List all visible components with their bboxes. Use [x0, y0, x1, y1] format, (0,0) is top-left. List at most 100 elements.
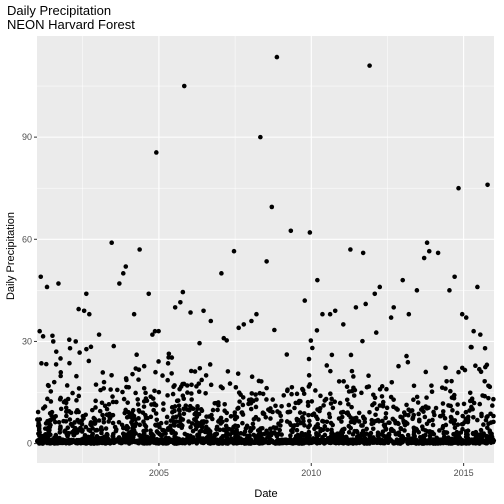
data-point: [278, 413, 284, 419]
data-point: [273, 441, 279, 446]
data-point: [456, 437, 462, 442]
data-point: [244, 423, 250, 429]
data-point: [301, 411, 307, 416]
data-point: [89, 433, 95, 438]
data-point: [351, 393, 357, 398]
data-point: [260, 411, 266, 416]
data-point: [169, 371, 174, 376]
data-point: [100, 436, 105, 441]
data-point: [77, 350, 82, 355]
data-point: [164, 414, 170, 420]
data-point: [157, 431, 162, 437]
data-point: [72, 420, 77, 425]
data-point: [266, 407, 271, 412]
data-point: [401, 410, 407, 415]
data-point: [307, 382, 313, 387]
data-point: [104, 439, 109, 444]
y-tick-label: 30: [22, 336, 32, 346]
data-point: [257, 436, 263, 441]
data-point: [371, 401, 377, 406]
data-point: [141, 399, 147, 404]
data-point: [268, 416, 273, 421]
data-point: [225, 439, 231, 445]
data-point: [45, 396, 50, 402]
data-point: [58, 356, 63, 361]
data-point: [448, 403, 453, 409]
data-point: [473, 363, 478, 369]
data-point: [288, 228, 294, 234]
data-point: [281, 393, 287, 398]
data-point: [360, 250, 366, 256]
data-point: [376, 419, 382, 424]
data-point: [475, 284, 480, 290]
data-point: [251, 432, 257, 438]
data-point: [416, 429, 422, 435]
data-point: [471, 430, 477, 436]
data-point: [363, 301, 368, 307]
data-point: [329, 396, 334, 402]
data-point: [174, 398, 180, 404]
x-tick-label: 2015: [454, 468, 474, 478]
data-point: [101, 419, 107, 425]
data-point: [120, 389, 125, 395]
data-point: [367, 63, 372, 68]
data-point: [248, 406, 254, 412]
data-point: [347, 437, 353, 443]
data-point: [186, 435, 191, 440]
data-point: [224, 410, 230, 416]
data-point: [317, 405, 323, 411]
data-point: [97, 408, 103, 414]
data-point: [402, 428, 407, 433]
data-point: [377, 403, 383, 408]
data-point: [65, 432, 71, 438]
data-point: [454, 429, 460, 435]
data-point: [487, 430, 493, 435]
data-point: [66, 337, 72, 342]
data-point: [440, 409, 446, 414]
data-point: [208, 382, 214, 388]
data-point: [36, 420, 41, 426]
data-point: [405, 438, 411, 444]
data-point: [328, 401, 334, 406]
chart-subtitle: NEON Harvard Forest: [7, 17, 135, 32]
data-point: [180, 289, 186, 295]
data-point: [263, 439, 269, 444]
data-point: [135, 402, 141, 407]
data-point: [273, 403, 278, 409]
data-point: [151, 402, 157, 407]
data-point: [279, 403, 284, 409]
data-point: [152, 328, 158, 334]
data-point: [486, 395, 491, 401]
data-point: [453, 435, 458, 440]
data-point: [367, 431, 373, 437]
data-point: [100, 370, 106, 375]
data-point: [188, 424, 193, 430]
data-point: [67, 360, 72, 366]
data-point: [201, 420, 206, 426]
data-point: [328, 420, 334, 426]
data-point: [84, 291, 89, 297]
data-point: [416, 411, 421, 417]
data-point: [373, 412, 378, 418]
data-point: [251, 416, 257, 422]
data-point: [165, 377, 170, 383]
data-point: [422, 439, 428, 444]
data-point: [256, 378, 262, 384]
data-point: [255, 428, 261, 433]
data-point: [410, 436, 415, 441]
data-point: [142, 422, 147, 428]
data-point: [117, 281, 122, 286]
data-point: [429, 383, 434, 388]
data-point: [259, 431, 264, 437]
data-point: [251, 425, 256, 431]
data-point: [292, 405, 297, 411]
data-point: [156, 328, 161, 334]
data-point: [346, 423, 352, 429]
data-point: [183, 403, 189, 408]
data-point: [328, 391, 333, 397]
data-point: [339, 432, 345, 438]
data-point: [248, 400, 254, 406]
data-point: [76, 393, 82, 399]
data-point: [348, 415, 353, 420]
data-point: [289, 428, 294, 433]
